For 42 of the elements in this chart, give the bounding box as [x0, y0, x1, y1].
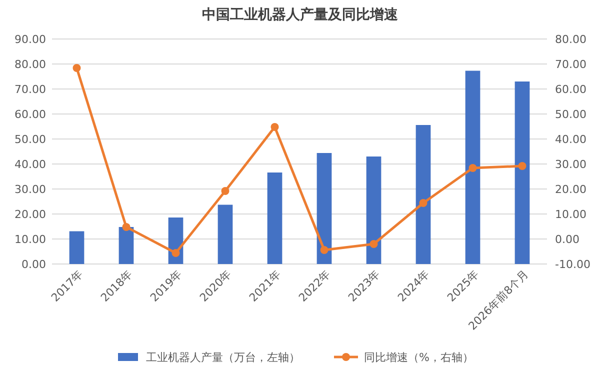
y-tick-label: 90.00	[14, 32, 46, 46]
y2-tick-label: 0.00	[555, 232, 580, 246]
point	[270, 123, 279, 131]
y2-tick-label: 70.00	[555, 58, 586, 71]
y-tick-label: 60.00	[14, 108, 46, 121]
bar	[465, 70, 480, 264]
y-tick-label: 10.00	[14, 232, 46, 246]
bar	[366, 156, 382, 264]
bar	[118, 227, 134, 264]
y-tick-label: 20.00	[14, 208, 46, 221]
point	[518, 162, 526, 170]
y-tick-label: 40.00	[14, 158, 46, 171]
y2-tick-label: 40.00	[555, 132, 586, 146]
y-tick-label: 70.00	[14, 82, 46, 96]
point	[419, 199, 428, 207]
y-tick-label: 0.00	[22, 258, 46, 271]
y2-tick-label: 30.00	[555, 158, 586, 171]
y2-tick-label: 80.00	[555, 32, 586, 46]
point	[370, 240, 378, 248]
y2-tick-label: 50.00	[555, 108, 586, 121]
point	[72, 64, 81, 72]
point	[468, 164, 477, 172]
point	[172, 249, 180, 257]
bar	[267, 172, 282, 264]
legend-label: 工业机器人产量（万台，左轴）	[146, 350, 300, 364]
bar	[416, 125, 431, 264]
y2-tick-label: 10.00	[555, 208, 586, 221]
y-tick-label: 30.00	[14, 182, 46, 196]
bar	[514, 82, 530, 264]
y2-tick-label: -10.00	[555, 258, 590, 271]
point	[221, 187, 230, 195]
y2-tick-label: 60.00	[555, 82, 586, 96]
legend-label: 同比增速（%，右轴）	[364, 350, 474, 364]
chart-title: 中国工业机器人产量及同比增速	[202, 6, 399, 23]
y-tick-label: 50.00	[14, 132, 46, 146]
point	[320, 246, 328, 254]
y-tick-label: 80.00	[14, 58, 46, 71]
point	[122, 223, 130, 231]
bar	[69, 231, 84, 264]
bar	[316, 153, 332, 264]
bar	[218, 204, 233, 264]
y2-tick-label: 20.00	[555, 182, 586, 196]
